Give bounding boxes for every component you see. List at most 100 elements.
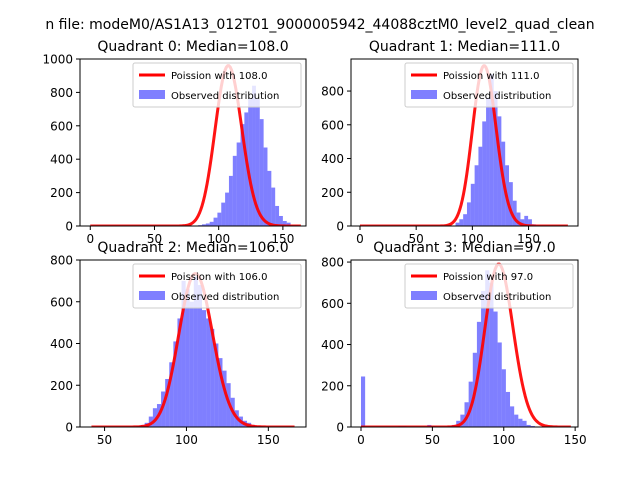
histogram-bar xyxy=(489,74,494,226)
histogram-bar xyxy=(267,170,272,226)
subplot-title: Quadrant 0: Median=108.0 xyxy=(97,39,288,55)
histogram-bar xyxy=(263,147,268,226)
histogram-bar xyxy=(282,220,287,226)
histogram-bar xyxy=(240,124,245,226)
legend-entry: Observed distribution xyxy=(443,292,551,303)
subplot-3: 0 50 100 150 0 200 400 600 800 Quadrant 3: Median… xyxy=(321,240,587,447)
histogram-bar xyxy=(466,202,471,226)
histogram-bar xyxy=(486,97,490,226)
histogram-bar xyxy=(232,155,237,226)
histogram-bar xyxy=(463,214,467,226)
subplot-2: 50 100 150 0 200 400 600 800 Quadrant 2: Median=… xyxy=(50,240,307,447)
histogram-bar xyxy=(206,318,211,427)
histogram-bar xyxy=(528,219,532,226)
y-tick-label: 0 xyxy=(336,421,344,435)
x-tick-label: 150 xyxy=(564,433,587,447)
legend-patch-swatch xyxy=(411,90,437,99)
x-tick-label: 150 xyxy=(517,232,540,246)
histogram-bar xyxy=(189,301,194,427)
subplot-title: Quadrant 1: Median=111.0 xyxy=(369,39,560,55)
histogram-bar xyxy=(286,222,291,226)
axes-frame xyxy=(79,58,307,227)
legend-entry: Observed distribution xyxy=(171,91,279,102)
legend-box xyxy=(404,263,574,309)
y-tick-label: 0 xyxy=(65,220,73,234)
histogram-bar xyxy=(455,222,460,226)
legend-entry: Poission with 111.0 xyxy=(443,71,539,82)
y-tick-label: 600 xyxy=(50,119,73,133)
histogram-bar xyxy=(526,424,531,427)
histogram-bar xyxy=(193,276,198,427)
x-tick-label: 0 xyxy=(356,232,364,246)
y-tick-label: 600 xyxy=(50,295,73,309)
y-tick-label: 800 xyxy=(50,254,73,268)
y-tick-label: 400 xyxy=(321,152,344,166)
poisson-curve xyxy=(90,64,302,226)
axes-frame xyxy=(350,58,579,227)
histogram-bar xyxy=(481,290,486,427)
histogram-bar xyxy=(512,200,517,226)
y-tick-label: 400 xyxy=(50,153,73,167)
y-tick-label: 200 xyxy=(321,186,344,200)
histogram-bar xyxy=(152,408,157,427)
legend-box xyxy=(132,62,302,108)
histogram-bar xyxy=(148,416,153,427)
histogram-bar xyxy=(279,215,283,226)
axes-frame xyxy=(350,259,579,428)
y-tick-label: 0 xyxy=(65,421,73,435)
histogram-bar xyxy=(213,217,218,226)
legend: Poission with 97.0 Observed distribution xyxy=(404,263,574,309)
x-tick-label: 50 xyxy=(97,433,112,447)
histogram-bar xyxy=(209,221,214,226)
y-tick-label: 400 xyxy=(50,337,73,351)
histogram-bar xyxy=(228,175,233,226)
histogram-bar xyxy=(202,310,207,427)
y-tick-label: 800 xyxy=(321,256,344,270)
x-tick-label: 100 xyxy=(492,433,515,447)
poisson-curve xyxy=(360,262,571,427)
histogram-bar xyxy=(210,328,215,427)
plot-area xyxy=(90,64,302,226)
y-tick-label: 600 xyxy=(321,118,344,132)
plot-area xyxy=(360,262,571,427)
legend-entry: Poission with 97.0 xyxy=(443,272,533,283)
legend: Poission with 111.0 Observed distribution xyxy=(404,62,574,108)
histogram-bar xyxy=(205,223,210,226)
y-tick-label: 200 xyxy=(321,379,344,393)
histogram-bar xyxy=(201,224,206,226)
legend-entry: Observed distribution xyxy=(443,91,551,102)
histogram-bar xyxy=(177,318,182,427)
histogram-bar xyxy=(530,425,535,427)
y-tick-label: 1000 xyxy=(42,53,73,67)
y-tick-label: 200 xyxy=(50,186,73,200)
histogram-bar xyxy=(501,369,506,427)
histogram-bar xyxy=(255,99,260,226)
histogram-bar xyxy=(514,414,519,427)
histogram-bar xyxy=(485,270,490,427)
histogram-bar xyxy=(248,99,253,226)
histogram-bar xyxy=(169,362,174,427)
histogram-bar xyxy=(173,341,178,427)
histogram-bar xyxy=(185,289,190,427)
y-tick-label: 0 xyxy=(336,220,344,234)
legend-patch-swatch xyxy=(139,291,165,300)
histogram-bar xyxy=(244,112,249,226)
y-tick-label: 200 xyxy=(50,379,73,393)
x-tick-label: 50 xyxy=(409,232,424,246)
histogram-bar xyxy=(197,285,203,427)
histogram-bar xyxy=(259,119,264,226)
histogram-bar xyxy=(478,146,483,226)
histogram-bar xyxy=(218,358,223,427)
histogram-bar xyxy=(516,212,521,226)
histogram-bar xyxy=(493,311,498,427)
histogram-bar xyxy=(236,142,241,226)
histogram-bar xyxy=(510,406,515,427)
subplot-title: Quadrant 3: Median=97.0 xyxy=(373,240,555,256)
x-tick-label: 150 xyxy=(271,232,294,246)
histogram-bar xyxy=(520,219,525,226)
legend-patch-swatch xyxy=(139,90,165,99)
histogram-bar xyxy=(470,183,475,226)
histogram-bar xyxy=(522,420,527,427)
x-tick-label: 100 xyxy=(207,232,230,246)
x-tick-label: 50 xyxy=(425,433,440,447)
